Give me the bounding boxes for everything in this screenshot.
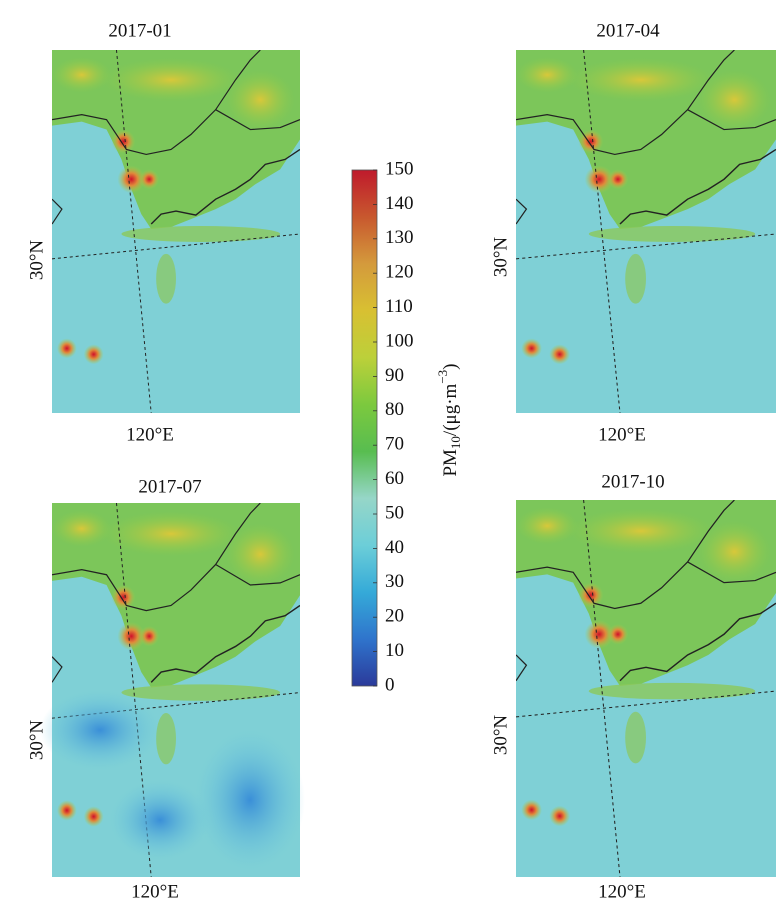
panel-title: 2017-01	[108, 20, 171, 41]
colorbar-label-part: PM	[440, 449, 461, 477]
colorbar-tick-label: 110	[385, 296, 413, 317]
colorbar-tick-label: 0	[385, 674, 395, 695]
colorbar-tick-label: 20	[385, 606, 404, 627]
colorbar-tick-label: 150	[385, 158, 414, 179]
colorbar-tick-label: 40	[385, 537, 404, 558]
colorbar-tick-label: 30	[385, 571, 404, 592]
lat-label: 30°N	[26, 720, 47, 761]
colorbar-tick-label: 10	[385, 640, 404, 661]
figure: 2017-01 30°N 120°E 2017-04 30°N 120°E 2017-07 3…	[0, 0, 776, 906]
colorbar-tick-label: 100	[385, 330, 414, 351]
colorbar-tick-label: 120	[385, 262, 414, 283]
map-image	[516, 500, 776, 877]
colorbar-tick-label: 60	[385, 468, 404, 489]
colorbar-label-part: −3	[435, 370, 450, 384]
colorbar-label-part: 10	[448, 436, 463, 449]
low-region	[40, 690, 160, 770]
map-image	[516, 50, 776, 413]
colorbar-tick-label: 140	[385, 193, 414, 214]
colorbar-tick-label: 90	[385, 365, 404, 386]
map-image	[52, 50, 300, 413]
panel-title: 2017-07	[138, 476, 201, 497]
colorbar-tick-label: 70	[385, 434, 404, 455]
low-region	[110, 780, 210, 860]
lon-label: 120°E	[598, 424, 646, 445]
colorbar	[352, 170, 377, 686]
map-panel: 2017-04 30°N 120°E	[490, 20, 776, 445]
colorbar-label-part: )	[440, 363, 461, 369]
map-panel: 2017-01 30°N 120°E	[26, 20, 300, 445]
lon-label: 120°E	[131, 881, 179, 902]
lat-label: 30°N	[490, 715, 511, 756]
low-region	[195, 730, 305, 870]
lon-label: 120°E	[126, 424, 174, 445]
lat-label: 30°N	[26, 240, 47, 281]
map-panel: 2017-10 30°N 120°E	[490, 471, 776, 902]
map-panel: 2017-07 30°N 120°E	[26, 476, 305, 902]
panel-title: 2017-04	[596, 20, 660, 41]
lat-label: 30°N	[490, 237, 511, 278]
panel-title: 2017-10	[601, 471, 664, 492]
colorbar-tick-label: 130	[385, 227, 414, 248]
colorbar-label: PM10/(μg·m−3)	[435, 363, 463, 476]
colorbar-label-part: /(μg·m	[440, 383, 461, 436]
lon-label: 120°E	[598, 881, 646, 902]
colorbar-tick-label: 50	[385, 502, 404, 523]
colorbar-tick-label: 80	[385, 399, 404, 420]
